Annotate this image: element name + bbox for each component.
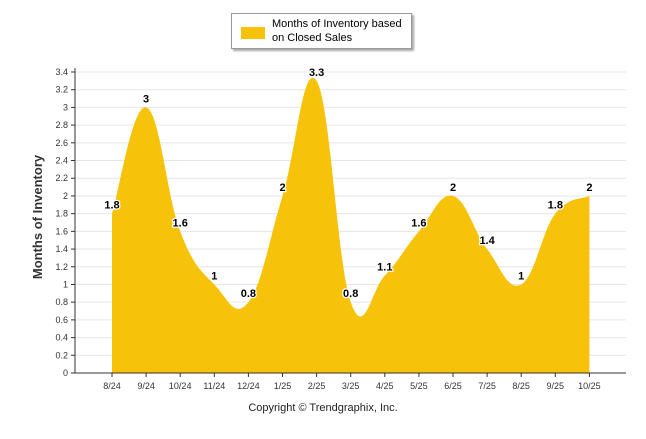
y-tick-label: 0.6 <box>55 315 68 325</box>
y-tick-label: 2.4 <box>55 156 68 166</box>
x-tick-labels: 8/24 9/24 10/24 11/24 12/24 1/25 2/25 3/25 4/25 5… <box>103 381 600 391</box>
data-label: 0.8 <box>343 288 358 300</box>
y-tick-label: 2.2 <box>55 173 68 183</box>
x-tick-label: 12/24 <box>237 381 260 391</box>
copyright-credit: Copyright © Trendgraphix, Inc. <box>248 402 398 414</box>
data-label: 2 <box>279 182 285 194</box>
x-tick-label: 11/24 <box>203 381 225 391</box>
x-tick-label: 6/25 <box>444 381 462 391</box>
data-label: 1 <box>518 270 524 282</box>
y-tick-label: 1.4 <box>55 244 68 254</box>
x-tick-label: 2/25 <box>308 381 326 391</box>
x-tick-label: 4/25 <box>376 381 394 391</box>
y-tick-label: 0 <box>63 368 68 378</box>
data-label: 1 <box>211 270 217 282</box>
data-label: 3.3 <box>309 67 324 79</box>
x-tick-label: 10/25 <box>578 381 601 391</box>
data-label: 1.6 <box>173 217 188 229</box>
x-tick-label: 8/25 <box>512 381 530 391</box>
data-label: 1.1 <box>377 262 392 274</box>
y-tick-label: 1.8 <box>55 209 68 219</box>
y-tick-label: 2.8 <box>55 120 68 130</box>
y-tick-labels: 0 0.2 0.4 0.6 0.8 1 1.2 1.4 1.6 1.8 2 2.2 2.4 2.6 2.8 3… <box>55 67 68 378</box>
legend: Months of Inventory based on Closed Sale… <box>231 13 412 49</box>
y-tick-label: 1 <box>63 279 68 289</box>
y-tick-label: 1.6 <box>55 226 68 236</box>
y-tick-label: 3.4 <box>55 67 68 77</box>
legend-label-line2: on Closed Sales <box>272 32 353 44</box>
legend-label: Months of Inventory based on Closed Sale… <box>272 17 410 45</box>
x-tick-label: 1/25 <box>274 381 292 391</box>
y-tick-label: 0.8 <box>55 297 68 307</box>
data-labels: 1.8 3 1.6 1 0.8 2 3.3 0.8 1.1 1.6 2 1.4 1 1.8 2 <box>103 66 594 302</box>
area-series <box>112 77 590 374</box>
data-label: 0.8 <box>241 288 256 300</box>
x-tick-label: 9/24 <box>137 381 155 391</box>
data-label: 1.6 <box>411 217 426 229</box>
data-label: 2 <box>450 182 456 194</box>
y-tick-label: 3 <box>63 102 68 112</box>
y-tick-label: 2.6 <box>55 138 68 148</box>
x-tick-label: 8/24 <box>103 381 121 391</box>
y-tick-label: 1.2 <box>55 262 68 272</box>
legend-swatch <box>241 27 265 39</box>
y-axis-label: Months of Inventory <box>30 154 45 279</box>
axes <box>71 68 626 377</box>
x-tick-label: 3/25 <box>342 381 360 391</box>
y-tick-label: 0.2 <box>55 350 68 360</box>
y-tick-label: 2 <box>63 191 68 201</box>
legend-label-line1: Months of Inventory based <box>272 18 402 30</box>
data-label: 3 <box>143 93 149 105</box>
data-label: 1.8 <box>548 200 563 212</box>
x-tick-label: 9/25 <box>547 381 565 391</box>
y-tick-label: 0.4 <box>55 333 68 343</box>
data-label: 1.8 <box>104 200 119 212</box>
x-tick-label: 5/25 <box>410 381 428 391</box>
y-tick-label: 3.2 <box>55 85 68 95</box>
x-tick-label: 7/25 <box>478 381 496 391</box>
data-label: 2 <box>586 182 592 194</box>
area-fill <box>112 77 590 374</box>
x-tick-label: 10/24 <box>169 381 192 391</box>
data-label: 1.4 <box>479 235 495 247</box>
